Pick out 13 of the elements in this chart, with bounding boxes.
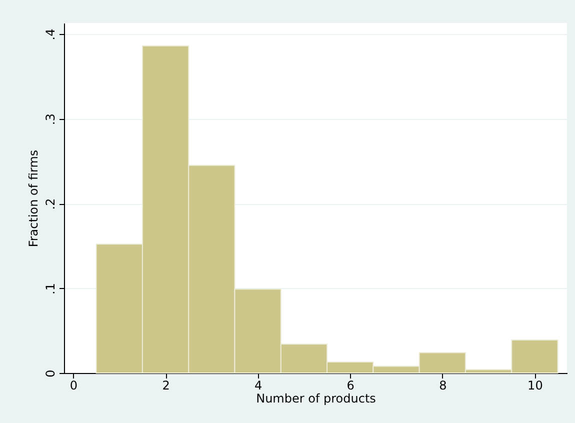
y-tick-label: .4 — [44, 28, 58, 40]
x-tick-label: 0 — [70, 378, 78, 392]
y-tick-label: 0 — [44, 370, 58, 378]
x-tick-label: 10 — [528, 378, 543, 392]
y-axis-title: Fraction of firms — [26, 150, 40, 248]
y-tick-label: .3 — [44, 114, 58, 125]
x-axis-title: Number of products — [256, 392, 376, 406]
y-tick-label: .1 — [44, 283, 58, 294]
x-tick-label: 6 — [346, 378, 354, 392]
x-tick-label: 8 — [439, 378, 447, 392]
y-tick-label: .2 — [44, 198, 58, 210]
x-tick-label: 4 — [254, 378, 262, 392]
x-tick-label: 2 — [162, 378, 170, 392]
